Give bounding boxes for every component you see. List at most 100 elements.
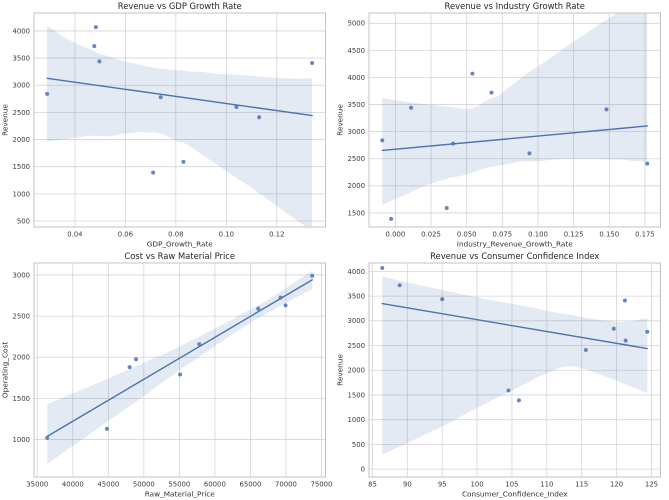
y-tick-label: 1000 — [12, 190, 30, 198]
y-tick-label: 0 — [360, 465, 364, 473]
data-point — [97, 59, 102, 64]
chart-cost-vs-raw-material-price: Cost vs Raw Material Price 35000 40000 4500… — [0, 250, 335, 500]
x-axis-label: Consumer_Confidence_Index — [461, 490, 567, 499]
x-tick-label: 60000 — [204, 481, 226, 489]
y-tick-label: 500 — [17, 217, 30, 225]
data-point — [379, 265, 384, 270]
y-tick-label: 3000 — [12, 271, 30, 279]
data-point — [408, 105, 413, 110]
chart-title: Revenue vs GDP Growth Rate — [118, 1, 242, 11]
data-point — [158, 95, 163, 100]
y-tick-label: 2000 — [12, 136, 30, 144]
x-tick-label: 95 — [437, 481, 446, 489]
plot-border — [33, 262, 326, 478]
scatter-plot-revenue-vs-consumer-confidence: Revenue vs Consumer Confidence Index 85 90… — [334, 250, 669, 500]
x-tick-label: 0.04 — [67, 231, 82, 239]
data-point — [181, 159, 186, 164]
y-tick-label: 3000 — [347, 317, 365, 325]
y-tick-label: 2000 — [347, 182, 365, 190]
data-point — [622, 298, 627, 303]
data-point — [134, 357, 139, 362]
chart-revenue-vs-gdp-growth-rate: Revenue vs GDP Growth Rate 0.04 0.06 0.08 0.… — [0, 0, 335, 250]
y-tick-label: 1500 — [347, 209, 365, 217]
data-point — [489, 90, 494, 95]
data-point — [439, 297, 444, 302]
x-tick-label: 0.150 — [599, 231, 619, 239]
y-tick-label: 3500 — [347, 293, 365, 301]
y-tick-label: 4000 — [12, 27, 30, 35]
data-point — [644, 329, 649, 334]
data-point — [583, 347, 588, 352]
data-point — [257, 115, 262, 120]
y-tick-label: 2000 — [347, 367, 365, 375]
x-tick-label: 0.06 — [118, 231, 133, 239]
data-point — [256, 306, 261, 311]
data-point — [379, 138, 384, 143]
x-tick-label: 120 — [609, 481, 622, 489]
data-point — [45, 435, 50, 440]
chart-revenue-vs-industry-growth-rate: Revenue vs Industry Growth Rate 0.000 0.02… — [334, 0, 669, 250]
data-point — [197, 342, 202, 347]
regression-line — [46, 279, 313, 438]
data-point — [93, 25, 98, 30]
data-point — [234, 104, 239, 109]
x-tick-label: 65000 — [239, 481, 261, 489]
chart-background — [0, 0, 335, 250]
chart-title: Cost vs Raw Material Price — [124, 251, 235, 261]
x-tick-label: 0.075 — [492, 231, 512, 239]
x-tick-label: 50000 — [133, 481, 155, 489]
y-axis-label: Revenue — [335, 104, 344, 136]
x-tick-label: 0.100 — [528, 231, 548, 239]
y-axis-label: Revenue — [1, 104, 10, 136]
data-point — [644, 161, 649, 166]
data-point — [469, 71, 474, 76]
regression-line — [381, 125, 648, 152]
data-point — [505, 388, 510, 393]
y-tick-label: 1000 — [347, 416, 365, 424]
x-tick-label: 100 — [470, 481, 483, 489]
x-tick-label: 0.025 — [421, 231, 441, 239]
data-point — [104, 426, 109, 431]
y-tick-label: 2000 — [12, 354, 30, 362]
y-tick-label: 2500 — [347, 342, 365, 350]
data-point — [283, 303, 288, 308]
y-axis-label: Operating_Cost — [1, 342, 10, 398]
x-tick-label: 0.175 — [635, 231, 655, 239]
x-tick-label: 45000 — [97, 481, 119, 489]
x-axis-label: Raw_Material_Price — [145, 490, 216, 499]
y-tick-label: 500 — [351, 441, 364, 449]
x-tick-label: 110 — [540, 481, 553, 489]
plot-border — [368, 12, 661, 228]
data-point — [127, 365, 132, 370]
x-tick-label: 0.000 — [385, 231, 405, 239]
scatter-plot-cost-vs-raw-material: Cost vs Raw Material Price 35000 40000 4500… — [0, 250, 335, 500]
y-tick-label: 3000 — [12, 82, 30, 90]
x-tick-label: 35000 — [26, 481, 48, 489]
data-point — [178, 372, 183, 377]
data-point — [516, 398, 521, 403]
confidence-band — [381, 13, 647, 205]
y-tick-label: 3500 — [12, 54, 30, 62]
chart-revenue-vs-consumer-confidence: Revenue vs Consumer Confidence Index 85 90… — [334, 250, 669, 500]
regression-line — [381, 302, 648, 350]
x-tick-label: 85 — [368, 481, 377, 489]
data-point — [526, 151, 531, 156]
data-point — [623, 338, 628, 343]
y-tick-label: 2500 — [347, 155, 365, 163]
y-tick-label: 4000 — [347, 268, 365, 276]
data-point — [310, 60, 315, 65]
data-point — [603, 107, 608, 112]
regression-line — [46, 77, 313, 117]
x-tick-label: 0.12 — [269, 231, 284, 239]
chart-background — [0, 250, 335, 500]
y-axis-label: Revenue — [335, 354, 344, 386]
y-tick-label: 1500 — [347, 391, 365, 399]
y-tick-label: 3500 — [347, 101, 365, 109]
y-tick-label: 4000 — [347, 74, 365, 82]
y-tick-label: 2500 — [12, 109, 30, 117]
chart-background — [334, 250, 669, 500]
x-axis-label: GDP_Growth_Rate — [147, 240, 214, 249]
x-tick-label: 55000 — [168, 481, 190, 489]
y-tick-label: 1000 — [12, 436, 30, 444]
